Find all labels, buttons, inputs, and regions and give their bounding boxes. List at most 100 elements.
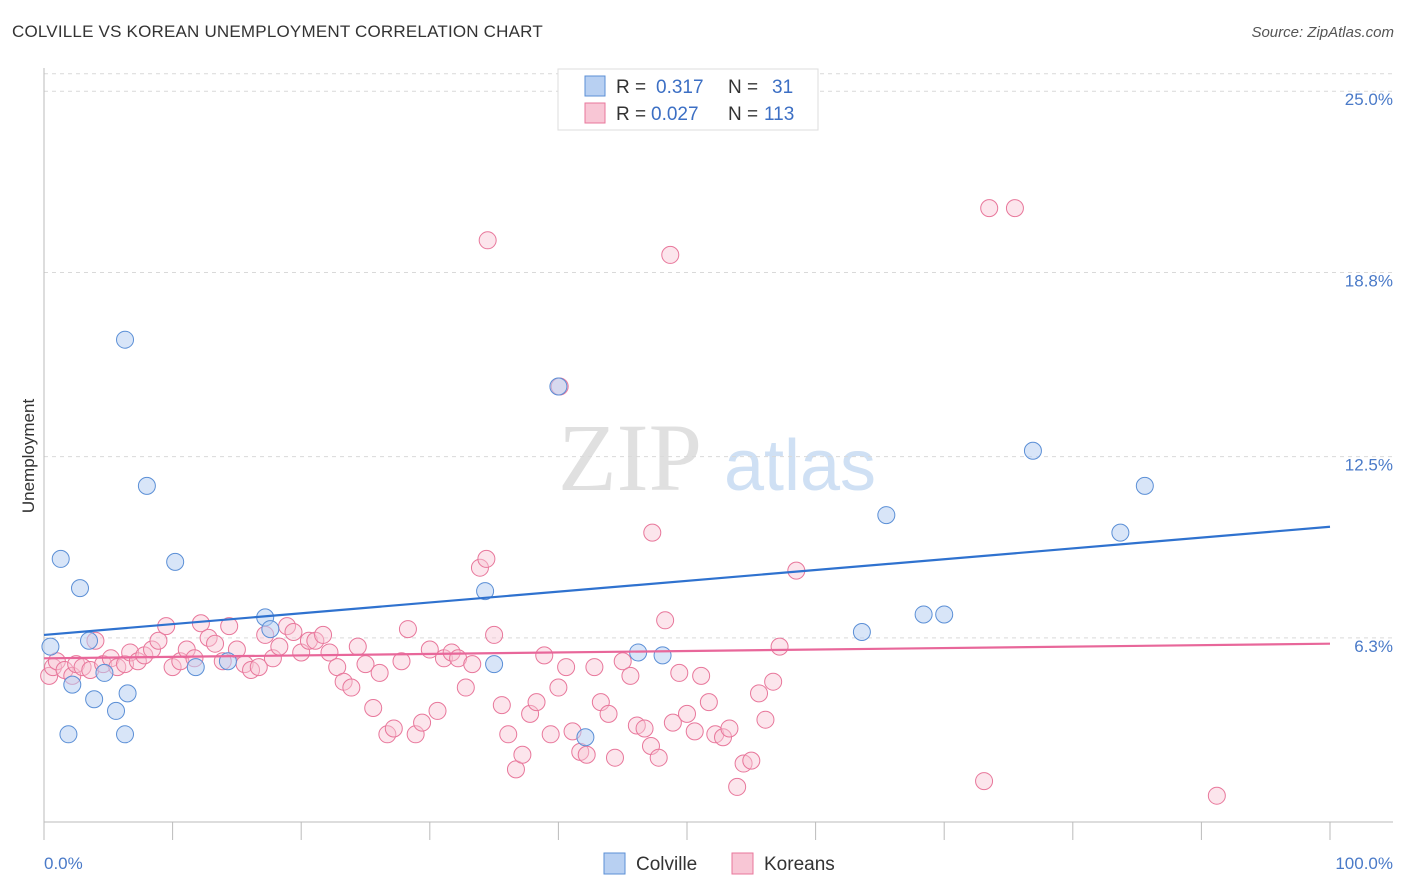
axes: [43, 68, 1393, 840]
colville-point: [59, 725, 78, 744]
koreans-point: [406, 725, 425, 744]
koreans-point: [527, 693, 546, 712]
koreans-point: [392, 652, 411, 671]
koreans-point: [249, 658, 268, 677]
koreans-point: [756, 710, 775, 729]
koreans-r-value: 0.027: [651, 104, 699, 125]
koreans-point: [535, 646, 554, 665]
koreans-point: [770, 637, 789, 656]
koreans-point: [764, 672, 783, 691]
colville-point: [116, 725, 135, 744]
colville-point: [107, 701, 126, 720]
colville-point: [137, 476, 156, 495]
colville-point: [85, 690, 104, 709]
koreans-point: [320, 643, 339, 662]
koreans-point: [635, 719, 654, 738]
koreans-point: [521, 704, 540, 723]
y-tick-label: 6.3%: [1354, 637, 1393, 656]
colville-point: [51, 549, 70, 568]
koreans-point: [643, 523, 662, 542]
koreans-point: [220, 617, 239, 636]
koreans-point: [284, 623, 303, 641]
colville-point: [1135, 476, 1154, 495]
series-legend: Colville Koreans: [603, 852, 835, 875]
colville-n-value: 31: [772, 77, 793, 98]
koreans-n-label: N =: [728, 104, 758, 125]
koreans-point: [699, 693, 718, 712]
colville-point: [549, 377, 568, 396]
y-tick-label: 25.0%: [1345, 90, 1393, 109]
koreans-point: [477, 549, 496, 568]
koreans-point: [685, 722, 704, 741]
legend-colville-label: Colville: [636, 854, 697, 875]
colville-trend-line: [43, 525, 1331, 637]
koreans-point: [398, 620, 417, 639]
colville-point: [1111, 523, 1130, 542]
koreans-trend-line: [43, 642, 1331, 660]
koreans-point: [980, 199, 999, 218]
colville-point: [80, 631, 99, 650]
colville-point: [485, 655, 504, 674]
koreans-point: [728, 777, 747, 796]
source-label: Source: ZipAtlas.com: [1251, 24, 1394, 41]
y-tick-label: 18.8%: [1345, 271, 1393, 290]
koreans-point: [678, 704, 696, 723]
koreans-point: [585, 658, 604, 677]
koreans-point: [463, 655, 482, 674]
koreans-point: [513, 745, 532, 764]
colville-point: [653, 646, 672, 665]
koreans-point: [714, 728, 733, 747]
colville-point: [476, 582, 495, 601]
koreans-point: [692, 666, 711, 685]
koreans-point: [720, 719, 739, 738]
colville-r-value: 0.317: [656, 77, 704, 98]
koreans-point: [364, 699, 383, 717]
koreans-point: [428, 701, 447, 720]
colville-r-label: R =: [616, 77, 646, 98]
koreans-point: [577, 745, 596, 764]
koreans-point: [975, 772, 994, 791]
koreans-point: [541, 725, 560, 744]
x-tick-min: 0.0%: [44, 854, 83, 873]
colville-point: [935, 605, 954, 624]
koreans-point: [1005, 199, 1024, 218]
chart-title: COLVILLE VS KOREAN UNEMPLOYMENT CORRELAT…: [12, 22, 543, 41]
colville-point: [576, 728, 595, 747]
koreans-point: [348, 637, 367, 656]
colville-point: [1023, 441, 1042, 460]
colville-point: [914, 605, 933, 624]
trend-lines: [43, 525, 1331, 660]
koreans-point: [499, 725, 518, 744]
koreans-point: [742, 751, 761, 770]
koreans-point: [557, 658, 576, 677]
colville-point: [71, 579, 90, 598]
koreans-swatch: [584, 102, 606, 124]
y-tick-label: 12.5%: [1345, 456, 1393, 475]
koreans-point: [413, 713, 432, 732]
koreans-point: [599, 704, 618, 723]
koreans-point: [314, 625, 333, 644]
koreans-point: [206, 634, 225, 653]
legend-koreans-swatch: [731, 852, 754, 875]
colville-point: [95, 663, 114, 682]
legend-colville-swatch: [603, 852, 626, 875]
colville-point: [63, 675, 82, 694]
koreans-point: [384, 719, 403, 738]
colville-n-label: N =: [728, 77, 758, 98]
koreans-point: [649, 748, 668, 767]
colville-point: [852, 623, 871, 641]
colville-swatch: [584, 75, 606, 97]
koreans-point: [750, 684, 769, 703]
koreans-point: [621, 666, 640, 685]
y-tick-labels: 6.3% 12.5% 18.8% 25.0%: [1345, 90, 1393, 656]
koreans-point: [670, 663, 689, 682]
koreans-point: [263, 649, 282, 668]
koreans-point: [478, 231, 497, 250]
koreans-point: [149, 631, 168, 650]
koreans-point: [661, 245, 680, 264]
data-points: [40, 199, 1226, 805]
koreans-r-label: R =: [616, 104, 646, 125]
koreans-point: [342, 678, 361, 697]
colville-point: [118, 684, 137, 703]
